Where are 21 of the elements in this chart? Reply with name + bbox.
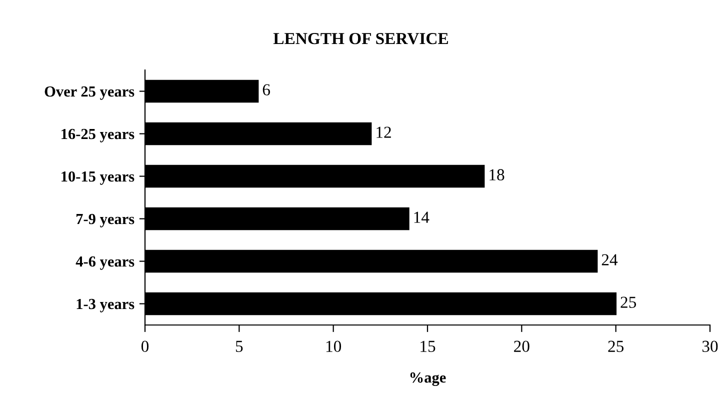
x-tick-label: 10 <box>326 340 342 352</box>
x-tick-label: 25 <box>608 340 624 352</box>
y-tick-label: 10-15 years <box>62 171 134 185</box>
x-tick-label: 5 <box>236 340 243 352</box>
x-tick-label: 0 <box>141 340 149 352</box>
x-tick-label: 30 <box>702 340 718 352</box>
y-tick-label: 16-25 years <box>62 128 134 142</box>
data-label: 12 <box>376 126 391 138</box>
data-label: 24 <box>602 254 618 266</box>
x-tick-label: 15 <box>420 340 436 352</box>
y-tick-label: Over 25 years <box>44 86 134 100</box>
data-label: 6 <box>262 84 270 96</box>
y-tick-label: 7-9 years <box>76 214 134 228</box>
data-label: 25 <box>620 296 636 308</box>
x-axis-title: %age <box>410 372 446 386</box>
data-label: 18 <box>490 169 504 180</box>
chart-title: LENGTH OF SERVICE <box>273 32 448 44</box>
y-tick-label: 1-3 years <box>76 298 134 312</box>
x-tick-label: 20 <box>514 340 530 352</box>
y-tick-label: 4-6 years <box>76 256 134 270</box>
data-label: 14 <box>414 212 430 223</box>
